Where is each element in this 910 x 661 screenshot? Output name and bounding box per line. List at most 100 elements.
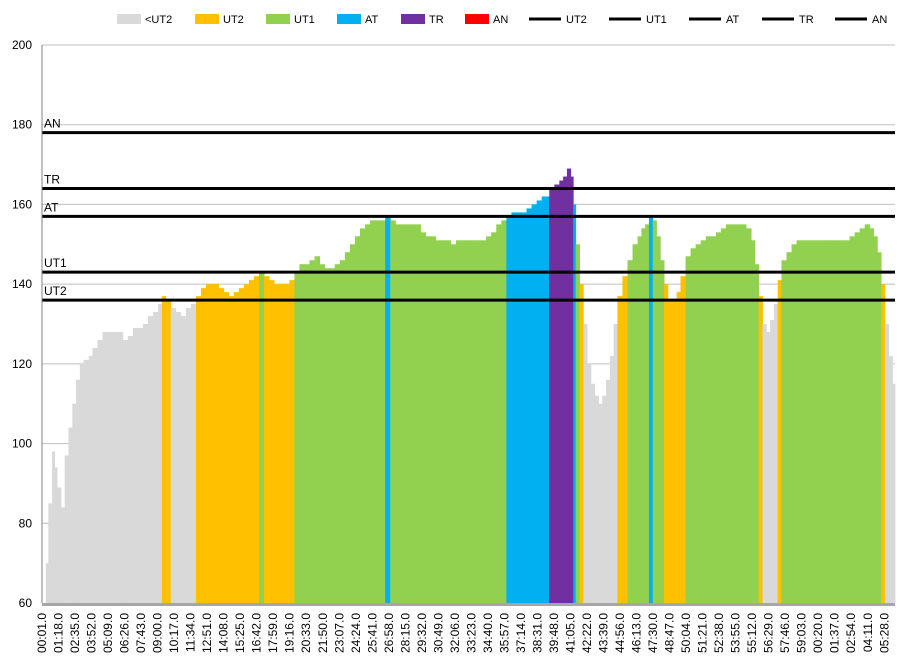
hr-slice-<UT2 — [45, 563, 49, 603]
x-tick-label: 47:30.0 — [646, 613, 660, 653]
x-tick-label: 29:32.0 — [415, 613, 429, 653]
legend-item: AN — [465, 14, 508, 26]
hr-slice-UT1 — [839, 240, 845, 604]
hr-slice-<UT2 — [60, 507, 66, 603]
hr-slice-AT — [526, 208, 532, 603]
hr-slice-<UT2 — [110, 331, 119, 603]
threshold-label-ut2: UT2 — [44, 284, 67, 298]
x-tick-label: 06:26.0 — [118, 613, 132, 653]
hr-slice-<UT2 — [884, 324, 890, 603]
x-tick-label: 30:49.0 — [431, 613, 445, 653]
hr-slice-<UT2 — [79, 363, 85, 603]
x-tick-label: 38:31.0 — [530, 613, 544, 653]
hr-slice-TR — [549, 188, 555, 603]
hr-slice-UT1 — [786, 252, 792, 603]
legend-swatch — [401, 14, 425, 24]
hr-slice-UT1 — [370, 220, 376, 603]
hr-slice-UT1 — [627, 260, 633, 603]
x-tick-label: 02:54.0 — [844, 613, 858, 653]
hr-slice-TR — [570, 176, 574, 603]
hr-slice-UT2 — [233, 292, 240, 603]
hr-slice-<UT2 — [122, 339, 129, 603]
hr-slice-UT2 — [274, 284, 280, 603]
x-tick-label: 07:43.0 — [134, 613, 148, 653]
legend-label: AN — [872, 14, 887, 26]
threshold-label-at: AT — [44, 200, 59, 214]
hr-slice-UT1 — [329, 268, 336, 603]
threshold-label-an: AN — [44, 117, 61, 131]
x-tick-label: 37:14.0 — [514, 613, 528, 653]
legend-label: AT — [726, 14, 740, 26]
x-tick-label: 01:18.0 — [52, 613, 66, 653]
hr-slice-UT1 — [440, 240, 447, 604]
hr-slice-UT1 — [445, 240, 452, 604]
x-tick-label: 11:34.0 — [184, 613, 198, 652]
hr-slice-UT1 — [344, 252, 351, 603]
hr-slice-UT1 — [354, 236, 361, 604]
x-tick-label: 35:57.0 — [497, 613, 511, 653]
hr-slice-TR — [566, 168, 572, 604]
x-tick-label: 42:22.0 — [580, 613, 594, 653]
hr-slice-<UT2 — [587, 363, 592, 603]
x-tick-label: 48:47.0 — [663, 613, 677, 653]
x-tick-label: 20:33.0 — [299, 613, 313, 653]
hr-slice-UT1 — [751, 240, 756, 604]
legend-item: AT — [337, 14, 379, 26]
hr-slice-<UT2 — [72, 403, 77, 603]
hr-slice-TR — [559, 180, 564, 603]
chart-legend: <UT2 UT2 UT1 AT TR AN UT2 UT1 AT TR AN — [117, 14, 887, 26]
y-tick-label: 180 — [12, 118, 32, 132]
hr-slice-UT2 — [672, 300, 678, 603]
hr-slice-<UT2 — [773, 304, 779, 603]
hr-slice-UT1 — [339, 260, 346, 603]
hr-slice-<UT2 — [892, 383, 896, 603]
legend-label: UT1 — [294, 14, 315, 26]
hr-slice-AT — [516, 212, 522, 603]
x-tick-label: 46:13.0 — [630, 613, 644, 653]
hr-slice-<UT2 — [762, 324, 767, 603]
legend-label: UT2 — [566, 14, 587, 26]
legend-swatch — [337, 14, 361, 24]
hr-slice-<UT2 — [606, 379, 611, 603]
legend-label: TR — [799, 14, 814, 26]
hr-slice-UT1 — [801, 240, 810, 604]
x-tick-label: 17:59.0 — [266, 613, 280, 653]
legend-label: TR — [429, 14, 444, 26]
x-tick-label: 15:25.0 — [233, 613, 247, 653]
hr-slice-UT1 — [645, 224, 650, 603]
hr-slice-UT1 — [415, 224, 421, 603]
hr-slice-<UT2 — [770, 320, 775, 603]
x-tick-label: 33:23.0 — [464, 613, 478, 653]
hr-slice-UT1 — [410, 224, 416, 603]
x-tick-label: 26:58.0 — [382, 613, 396, 653]
hr-slice-UT2 — [622, 276, 628, 603]
hr-slice-UT1 — [781, 260, 787, 603]
legend-label: <UT2 — [145, 14, 172, 26]
hr-slice-UT1 — [725, 224, 732, 603]
hr-slice-UT1 — [844, 240, 850, 604]
x-tick-label: 03:52.0 — [85, 613, 99, 653]
x-tick-label: 52:38.0 — [712, 613, 726, 653]
hr-slice-UT1 — [816, 240, 825, 604]
hr-slice-UT1 — [420, 232, 426, 604]
hr-slice-<UT2 — [52, 451, 56, 603]
hr-slice-UT1 — [632, 244, 638, 604]
legend-swatch — [195, 14, 219, 24]
hr-slice-UT1 — [455, 240, 462, 604]
hr-slice-<UT2 — [88, 355, 93, 603]
hr-slice-UT2 — [165, 300, 172, 603]
hr-slice-UT1 — [705, 236, 712, 604]
hr-slice-UT1 — [791, 244, 797, 604]
x-tick-label: 01:37.0 — [828, 613, 842, 653]
hr-slice-UT1 — [359, 228, 366, 604]
x-tick-label: 21:50.0 — [316, 613, 330, 653]
hr-slice-UT1 — [641, 228, 646, 604]
hr-slice-<UT2 — [54, 467, 58, 603]
hr-slice-UT1 — [656, 236, 661, 604]
hr-slice-<UT2 — [57, 487, 62, 603]
hr-slice-<UT2 — [888, 355, 893, 603]
legend-item: UT1 — [609, 14, 667, 26]
legend-item: TR — [401, 14, 444, 26]
hr-slice-<UT2 — [170, 308, 177, 603]
hr-slice-UT1 — [450, 244, 457, 604]
